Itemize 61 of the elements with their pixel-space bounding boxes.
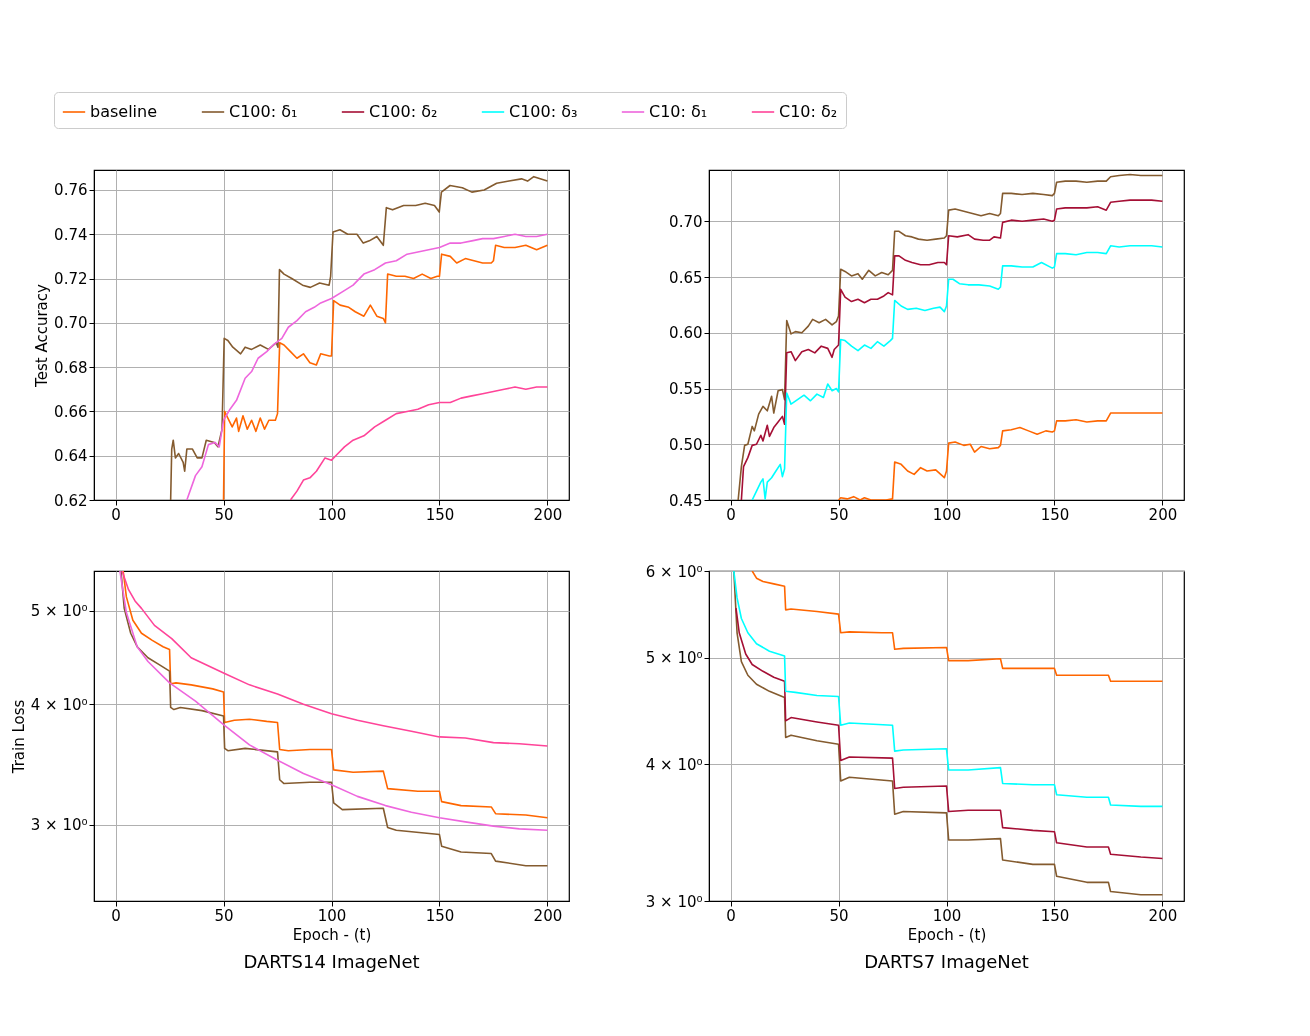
y-tick-label: 0.62 — [54, 491, 88, 510]
y-axis-title: Test Accuracy — [33, 283, 52, 388]
text: DARTS14 ImageNet — [243, 951, 420, 972]
y-tick-label: 4 × 10⁰ — [30, 695, 88, 714]
y-tick-label: 0.45 — [669, 491, 703, 510]
x-tick-label: 200 — [533, 906, 563, 925]
legend-label: C10: δ₁ — [649, 102, 708, 121]
y-tick-label: 4 × 10⁰ — [645, 755, 703, 774]
line-series — [735, 607, 1164, 860]
y-tick-label: 0.64 — [54, 447, 88, 466]
y-tick-label: 5 × 10⁰ — [30, 602, 88, 621]
x-tick-label: 50 — [829, 906, 849, 925]
y-tick-label: 0.50 — [669, 435, 703, 454]
y-tick-label: 0.65 — [669, 268, 703, 287]
y-axis-title: Train Loss — [9, 699, 28, 775]
y-tick-label: 0.70 — [54, 314, 88, 333]
x-tick-label: 150 — [425, 906, 455, 925]
x-tick-label: 150 — [1040, 505, 1070, 524]
x-tick-label: 200 — [533, 505, 563, 524]
x-tick-label: 100 — [317, 906, 347, 925]
line-series — [169, 175, 549, 500]
y-tick-label: 0.76 — [54, 181, 88, 200]
legend-label: C10: δ₂ — [779, 102, 838, 121]
legend-label: baseline — [90, 102, 158, 121]
y-tick-label: 3 × 10⁰ — [30, 816, 88, 835]
x-tick-label: 50 — [214, 906, 234, 925]
y-tick-label: 6 × 10⁰ — [645, 562, 703, 581]
x-tick-label: 150 — [425, 505, 455, 524]
line-series — [733, 571, 1164, 808]
y-tick-label: 0.55 — [669, 380, 703, 399]
x-tick-label: 100 — [932, 906, 962, 925]
x-axis-title: Epoch - (t) — [907, 925, 987, 944]
y-tick-label: 0.70 — [669, 212, 703, 231]
text: DARTS7 ImageNet — [864, 951, 1029, 972]
y-tick-label: 0.60 — [669, 324, 703, 343]
legend-label: C100: δ₂ — [369, 102, 438, 121]
x-tick-label: 150 — [1040, 906, 1070, 925]
x-tick-label: 200 — [1148, 505, 1178, 524]
x-tick-label: 0 — [111, 906, 121, 925]
line-series — [751, 245, 1164, 500]
x-tick-label: 100 — [317, 505, 347, 524]
line-series — [751, 571, 1164, 683]
x-tick-label: 50 — [829, 505, 849, 524]
line-series — [289, 386, 549, 500]
line-series — [121, 571, 549, 747]
x-tick-label: 0 — [726, 505, 736, 524]
x-tick-label: 200 — [1148, 906, 1178, 925]
y-tick-label: 0.74 — [54, 225, 88, 244]
x-tick-label: 0 — [726, 906, 736, 925]
y-tick-label: 0.66 — [54, 402, 88, 421]
x-tick-label: 100 — [932, 505, 962, 524]
y-tick-label: 3 × 10⁰ — [645, 892, 703, 911]
legend-label: C100: δ₁ — [229, 102, 298, 121]
legend-label: C100: δ₃ — [509, 102, 578, 121]
y-tick-label: 0.72 — [54, 270, 88, 289]
x-tick-label: 0 — [111, 505, 121, 524]
x-axis-title: Epoch - (t) — [292, 925, 372, 944]
y-tick-label: 5 × 10⁰ — [645, 649, 703, 668]
line-series — [837, 412, 1164, 500]
y-tick-label: 0.68 — [54, 358, 88, 377]
x-tick-label: 50 — [214, 505, 234, 524]
